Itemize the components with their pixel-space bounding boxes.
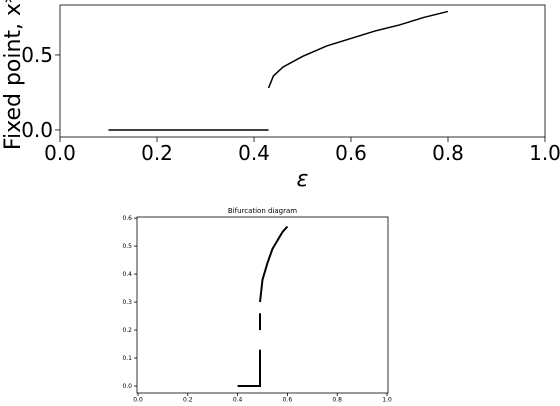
y-tick-label: 0.6 bbox=[122, 215, 132, 222]
x-tick-label: 0.6 bbox=[335, 141, 367, 165]
y-tick-label: 0.1 bbox=[122, 355, 132, 362]
x-tick-label: 0.6 bbox=[283, 396, 293, 403]
data-line bbox=[259, 225, 289, 303]
plot-frame bbox=[136, 216, 389, 394]
y-tick-label: 0.2 bbox=[122, 327, 132, 334]
y-axis-label: Fixed point, x* bbox=[1, 0, 26, 150]
y-tick-label: 0.5 bbox=[122, 243, 132, 250]
x-tick-label: 0.4 bbox=[233, 396, 243, 403]
chart-title: Bifurcation diagram bbox=[228, 207, 297, 215]
x-tick-label: 0.2 bbox=[141, 141, 173, 165]
x-tick-label: 0.8 bbox=[432, 141, 464, 165]
x-tick-label: 0.2 bbox=[183, 396, 193, 403]
x-tick-label: 0.0 bbox=[133, 396, 143, 403]
x-tick-label: 0.4 bbox=[238, 141, 270, 165]
x-tick-label: 1.0 bbox=[382, 396, 392, 403]
x-tick-label: 0.8 bbox=[332, 396, 342, 403]
y-tick-label: 0.4 bbox=[122, 271, 132, 278]
data-line bbox=[267, 10, 449, 89]
y-tick-label: 0.5 bbox=[21, 43, 53, 67]
data-line bbox=[237, 349, 262, 387]
plot-frame bbox=[59, 4, 546, 138]
x-axis-label: ε bbox=[297, 167, 309, 192]
y-tick-label: 0.0 bbox=[21, 118, 53, 142]
x-tick-label: 1.0 bbox=[529, 141, 560, 165]
x-tick-label: 0.0 bbox=[44, 141, 76, 165]
y-tick-label: 0.0 bbox=[122, 383, 132, 390]
y-tick-label: 0.3 bbox=[122, 299, 132, 306]
